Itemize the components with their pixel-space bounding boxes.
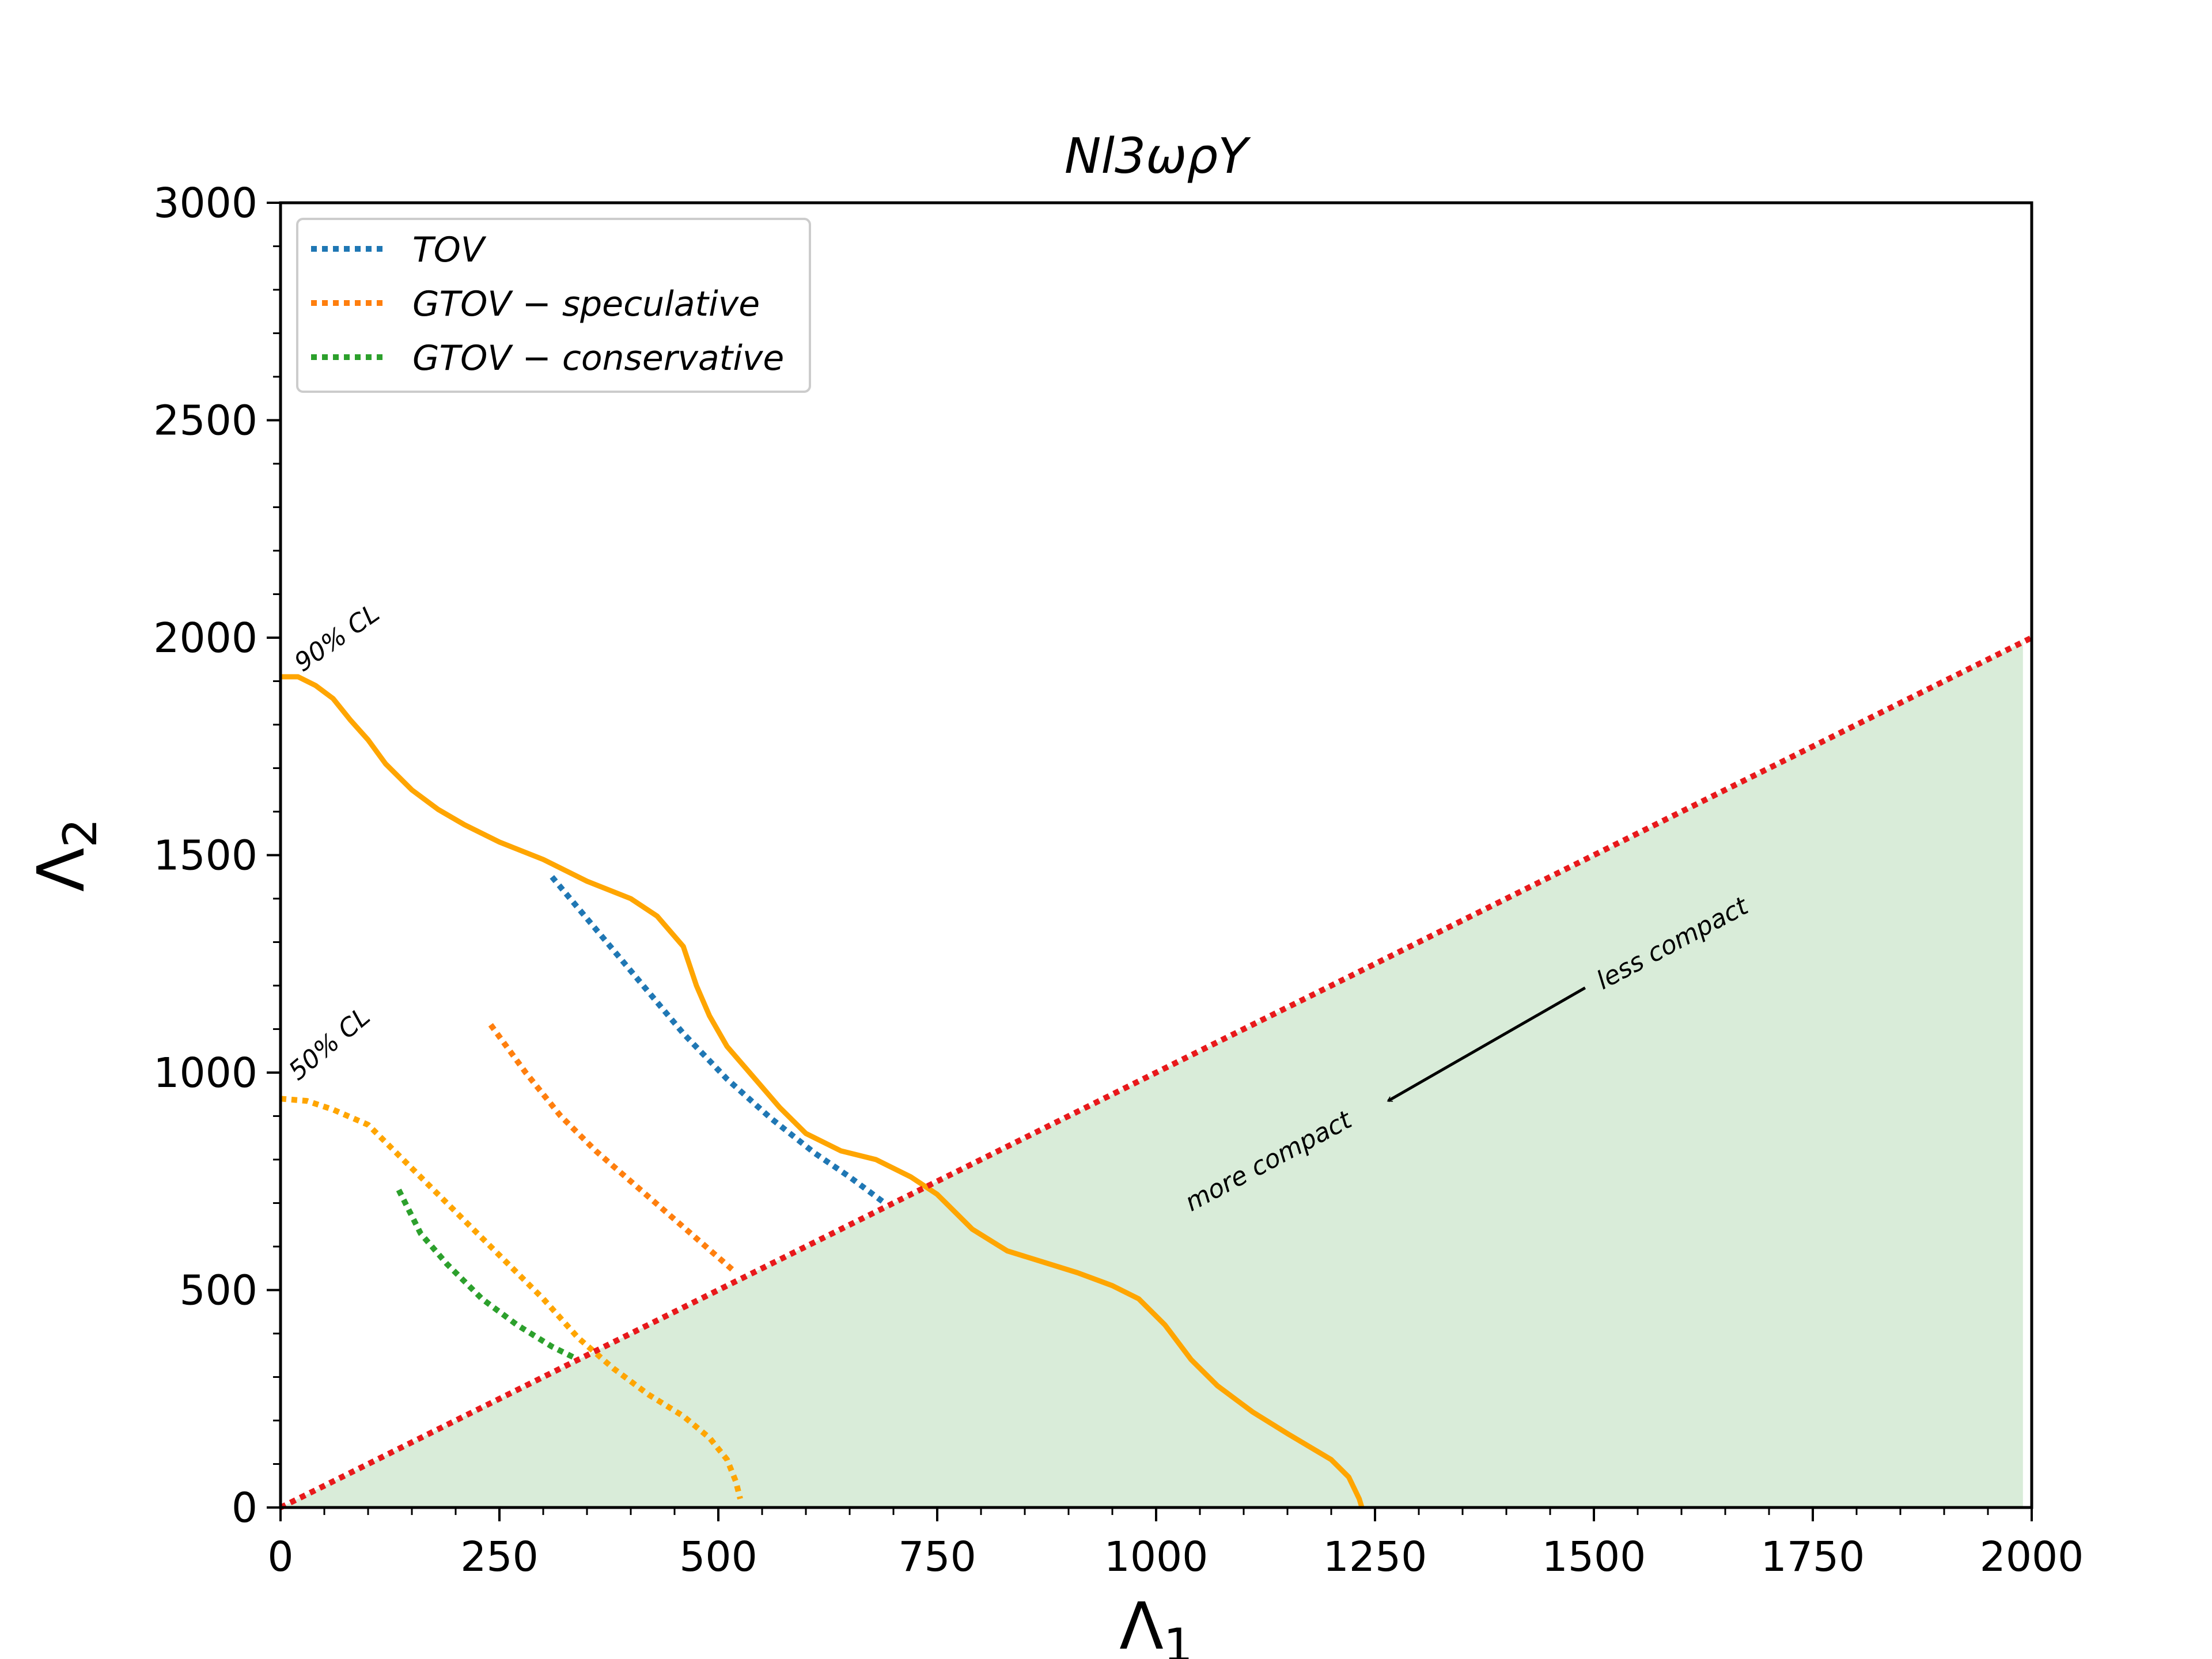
x-tick-label-2: 500 [679, 1533, 757, 1581]
x-axis-label: Λ1 [1119, 1589, 1193, 1659]
x-axis-label-sub: 1 [1164, 1619, 1193, 1659]
x-tick-label-8: 2000 [1980, 1533, 2084, 1581]
series-line-0 [550, 875, 887, 1206]
y-tick-label-0: 0 [232, 1484, 257, 1532]
x-tick-label-5: 1250 [1323, 1533, 1427, 1581]
x-tick-label-3: 750 [898, 1533, 976, 1581]
legend-label-0: TOV [412, 230, 487, 270]
ticks-layer: 0 250 500 750 1000 1250 1500 1750 2000 0 500 1000 15… [153, 179, 2084, 1581]
compactness-arrow [1388, 986, 1586, 1103]
series-line-4 [280, 1096, 743, 1500]
x-tick-label-7: 1750 [1761, 1533, 1865, 1581]
y-tick-label-2: 1000 [153, 1049, 257, 1097]
legend-box [296, 218, 811, 393]
legend-label-1: GTOV − speculative [412, 284, 760, 324]
legend-label-2: GTOV − conservative [412, 338, 784, 378]
x-tick-label-6: 1500 [1542, 1533, 1646, 1581]
x-tick-label-0: 0 [267, 1533, 293, 1581]
chart-title: Nl3ωρY [1065, 128, 1251, 185]
y-tick-label-1: 500 [179, 1267, 257, 1315]
y-tick-label-6: 3000 [153, 179, 257, 227]
legend: TOV GTOV − speculative GTOV − conservative [296, 218, 811, 393]
y-tick-label-4: 2000 [153, 614, 257, 662]
y-tick-label-3: 1500 [153, 832, 257, 880]
x-axis-label-main: Λ [1119, 1589, 1164, 1659]
y-axis-label-main: Λ [24, 848, 99, 892]
y-tick-label-5: 2500 [153, 397, 257, 445]
series-line-5 [279, 635, 2033, 1510]
y-axis-label: Λ2 [24, 819, 107, 892]
series-line-1 [488, 1023, 738, 1275]
series-layer [279, 635, 2033, 1510]
x-tick-label-1: 250 [460, 1533, 539, 1581]
x-tick-label-4: 1000 [1104, 1533, 1209, 1581]
series-line-3 [281, 674, 1365, 1509]
y-axis-label-sub: 2 [54, 819, 107, 848]
series-line-2 [396, 1188, 580, 1362]
